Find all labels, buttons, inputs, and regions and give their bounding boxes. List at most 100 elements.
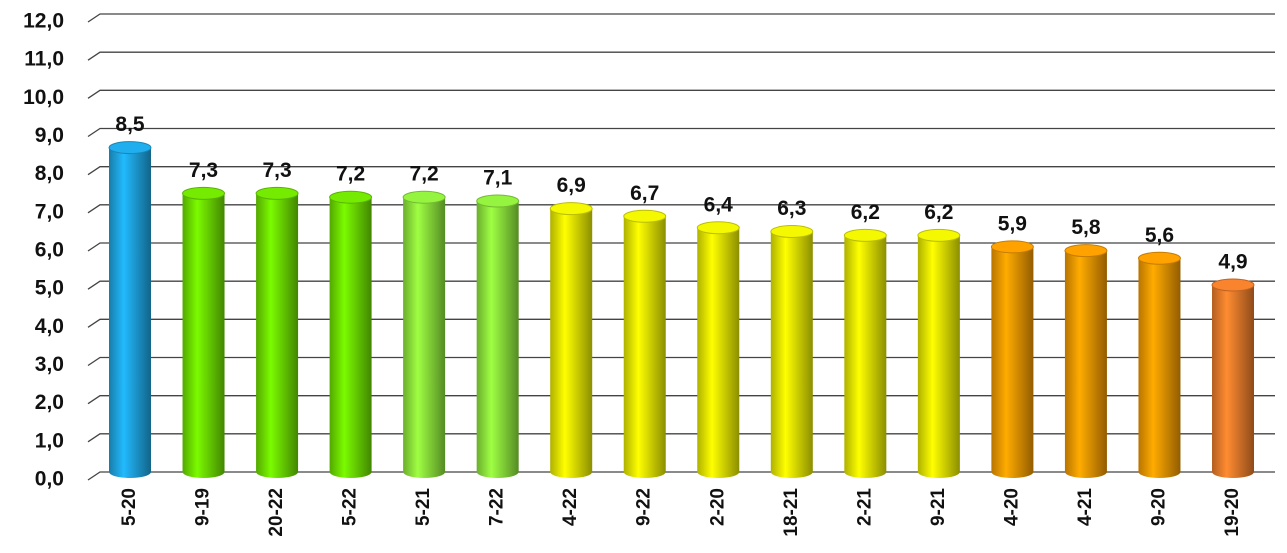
- value-label: 6,7: [630, 182, 659, 205]
- bar-top: [1211, 278, 1255, 292]
- y-tick-label: 12,0: [23, 10, 64, 33]
- y-tick-label: 5,0: [35, 277, 64, 300]
- x-tick-label: 9-20: [1148, 488, 1169, 526]
- value-label: 7,2: [336, 163, 365, 186]
- bar: [329, 190, 373, 478]
- value-label: 5,6: [1145, 224, 1174, 247]
- bar-body: [109, 147, 151, 479]
- bar-body: [182, 193, 225, 479]
- grid-line: [87, 51, 1275, 61]
- bar-body: [770, 231, 813, 479]
- bar-body: [1138, 258, 1181, 479]
- bar: [990, 240, 1034, 479]
- bar-body: [991, 246, 1034, 479]
- value-label: 5,9: [998, 212, 1027, 235]
- bar-body: [256, 193, 299, 479]
- bar-top: [549, 202, 593, 216]
- x-tick-label: 2-20: [707, 488, 728, 526]
- bar: [770, 225, 814, 479]
- x-tick-label: 20-22: [266, 488, 287, 537]
- y-tick-label: 4,0: [35, 315, 64, 338]
- bar-top: [623, 209, 667, 223]
- bar: [1211, 278, 1255, 478]
- grid-line: [87, 166, 1275, 176]
- grid-line: [87, 89, 1275, 99]
- bar-body: [550, 208, 593, 479]
- bar-body: [623, 216, 666, 479]
- bar-top: [255, 186, 299, 200]
- bar-body: [917, 235, 960, 479]
- bar: [182, 186, 226, 479]
- x-tick-label: 5-22: [340, 488, 361, 526]
- y-tick-label: 6,0: [35, 239, 64, 262]
- bar: [1137, 251, 1181, 479]
- value-label: 4,9: [1218, 251, 1247, 274]
- value-label: 6,2: [851, 201, 880, 224]
- x-tick-label: 2-21: [854, 488, 875, 526]
- y-tick-label: 3,0: [35, 353, 64, 376]
- bar-top: [402, 190, 446, 204]
- x-tick-label: 18-21: [781, 488, 802, 537]
- y-tick-label: 7,0: [35, 200, 64, 223]
- bar-body: [1064, 250, 1107, 479]
- bar: [843, 228, 887, 479]
- bar: [402, 190, 446, 479]
- bar-top: [476, 194, 520, 208]
- bar: [476, 194, 520, 478]
- value-label: 5,8: [1071, 216, 1101, 239]
- bar: [917, 228, 961, 479]
- x-tick-label: 4-21: [1075, 488, 1096, 526]
- x-tick-label: 9-19: [193, 488, 214, 526]
- value-label: 7,3: [189, 159, 218, 182]
- y-tick-label: 9,0: [35, 124, 64, 147]
- bar-top: [1064, 244, 1108, 258]
- bar-body: [403, 197, 446, 479]
- bar-body: [697, 227, 740, 479]
- bar: [108, 141, 152, 479]
- value-label: 6,4: [704, 193, 734, 216]
- x-tick-label: 4-22: [560, 488, 581, 526]
- x-tick-label: 9-22: [634, 488, 655, 526]
- value-label: 6,2: [924, 201, 953, 224]
- y-tick-label: 11,0: [24, 48, 64, 71]
- bar-body: [844, 235, 887, 479]
- y-tick-label: 2,0: [35, 391, 64, 414]
- bar: [549, 202, 593, 479]
- bar-top: [108, 141, 152, 155]
- value-label: 7,3: [262, 159, 291, 182]
- bar-top: [843, 228, 887, 242]
- x-tick-label: 4-20: [1001, 488, 1022, 526]
- bar: [255, 186, 299, 479]
- grid-line: [87, 127, 1275, 138]
- x-tick-label: 9-21: [928, 488, 949, 526]
- bar-top: [182, 186, 226, 200]
- x-tick-label: 5-21: [413, 488, 434, 526]
- bar-top: [329, 190, 373, 204]
- bar-body: [476, 201, 519, 478]
- y-tick-label: 1,0: [35, 429, 64, 452]
- value-label: 6,9: [557, 174, 586, 197]
- value-label: 7,2: [410, 163, 439, 186]
- bar-top: [917, 228, 961, 242]
- bar-body: [329, 197, 372, 478]
- y-tick-label: 10,0: [23, 86, 64, 109]
- value-label: 7,1: [483, 167, 513, 190]
- x-tick-label: 7-22: [487, 488, 508, 526]
- bar: [1064, 244, 1108, 479]
- bar: [623, 209, 667, 479]
- value-label: 8,5: [115, 113, 145, 136]
- y-tick-label: 0,0: [35, 468, 64, 491]
- grid-line: [87, 204, 1275, 214]
- grid-line: [87, 13, 1275, 23]
- bar-top: [770, 225, 814, 239]
- bar-top: [696, 221, 740, 235]
- value-label: 6,3: [777, 197, 806, 220]
- bar-top: [990, 240, 1034, 254]
- y-tick-label: 8,0: [35, 162, 64, 185]
- bar: [696, 221, 740, 479]
- bar-body: [1212, 284, 1254, 478]
- x-tick-label: 5-20: [119, 488, 140, 526]
- x-tick-label: 19-20: [1222, 488, 1243, 537]
- bar-top: [1137, 251, 1181, 265]
